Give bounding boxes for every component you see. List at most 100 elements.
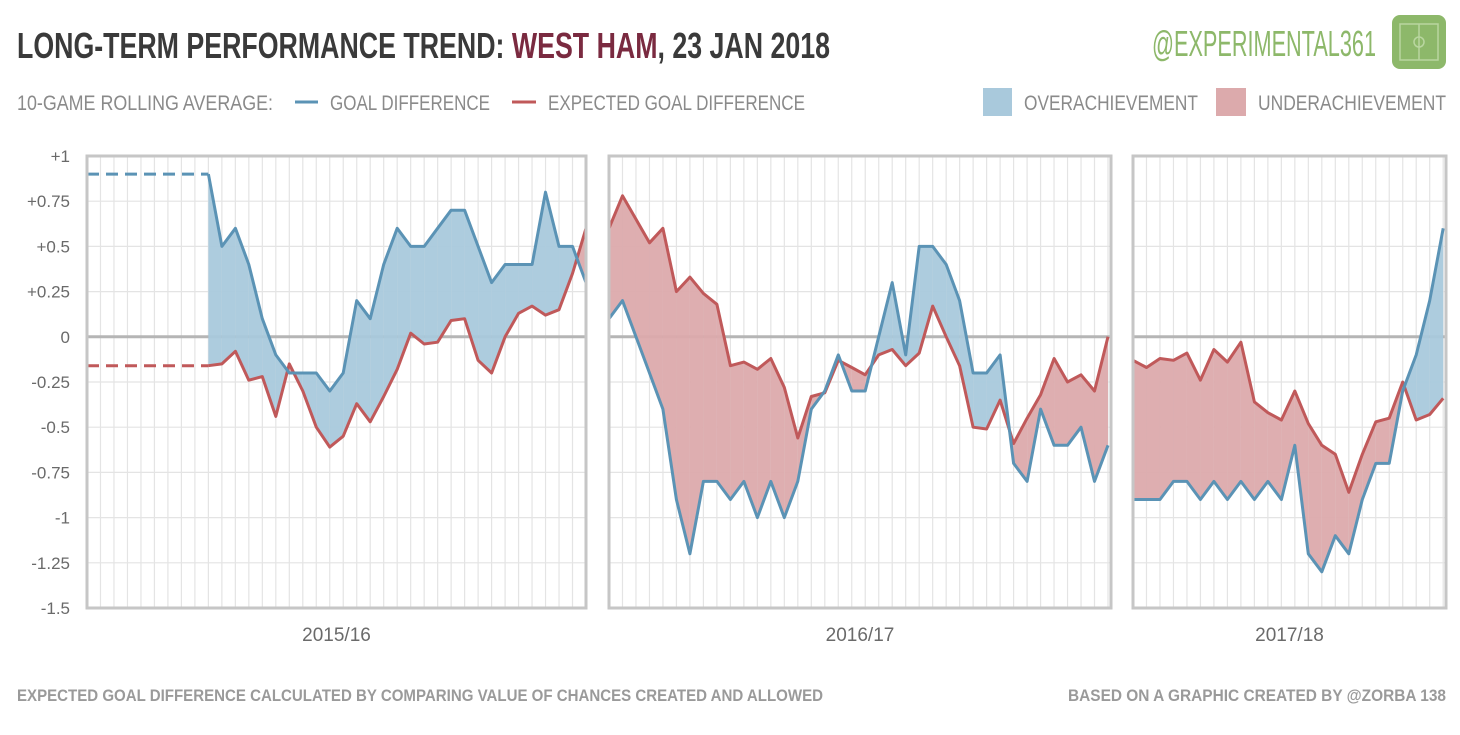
y-tick-label: -1.25 [31, 554, 70, 573]
overachievement-area [545, 192, 560, 316]
underachievement-area [1375, 418, 1390, 464]
underachievement-area [1281, 391, 1295, 500]
underachievement-area [1308, 423, 1322, 572]
y-tick-label: +0.75 [27, 192, 70, 211]
underachievement-area [1348, 454, 1363, 554]
underachievement-area [689, 277, 704, 554]
xgd-line [208, 227, 588, 449]
legend-over-swatch [983, 88, 1012, 116]
y-tick-label: 0 [61, 328, 70, 347]
overachievement-area [464, 210, 479, 361]
underachievement-area [1054, 358, 1068, 446]
underachievement-area [784, 387, 798, 518]
legend-gd-label: GOAL DIFFERENCE [330, 92, 490, 115]
underachievement-area [609, 195, 623, 319]
underachievement-area [635, 219, 650, 373]
season-label: 2017/18 [1255, 625, 1324, 646]
underachievement-area [1200, 349, 1214, 500]
underachievement-area [676, 277, 690, 554]
overachievement-area [235, 228, 249, 381]
overachievement-area [919, 246, 933, 354]
title-date: , 23 JAN 2018 [657, 25, 830, 66]
y-tick-label: -0.75 [31, 463, 70, 482]
y-tick-label: +0.25 [27, 283, 70, 302]
overachievement-area [424, 228, 438, 345]
y-tick-label: +0.5 [36, 237, 70, 256]
panel-frame [1131, 154, 1448, 610]
overachievement-area [437, 210, 452, 343]
footer-credit: BASED ON A GRAPHIC CREATED BY @ZORBA 138 [1068, 686, 1446, 705]
underachievement-area [770, 358, 785, 518]
panel-frame [85, 154, 588, 610]
underachievement-area [1213, 349, 1228, 500]
overachievement-area [959, 300, 974, 428]
xgd-line [607, 194, 1110, 445]
legend-xgd-label: EXPECTED GOAL DIFFERENCE [548, 92, 805, 115]
overachievement-area [973, 372, 987, 430]
panel-frame [607, 154, 1113, 610]
underachievement-area [743, 362, 758, 518]
season-panel: 2017/18 [1131, 154, 1448, 646]
underachievement-area [1362, 421, 1376, 500]
overachievement-area [248, 264, 263, 381]
overachievement-area [221, 228, 236, 364]
title-prefix: LONG-TERM PERFORMANCE TREND: [17, 25, 512, 66]
season-label: 2015/16 [302, 625, 371, 646]
overachievement-area [329, 372, 344, 448]
overachievement-area [478, 246, 492, 373]
team-name: WEST HAM [512, 25, 658, 66]
season-panel: 2015/16 [85, 154, 588, 646]
overachievement-area [1404, 354, 1417, 420]
overachievement-area [410, 246, 425, 345]
gd-line [206, 173, 588, 393]
overachievement-area [383, 228, 398, 397]
underachievement-area [1081, 374, 1095, 482]
overachievement-area [532, 192, 546, 316]
overachievement-area [262, 318, 276, 417]
overachievement-area [316, 372, 330, 448]
overachievement-area [559, 246, 573, 310]
underachievement-area [1159, 358, 1174, 500]
underachievement-area [1321, 445, 1336, 572]
legend-intro: 10-GAME ROLLING AVERAGE: [17, 92, 273, 115]
overachievement-area [1416, 300, 1430, 420]
overachievement-area [946, 264, 960, 366]
underachievement-area [1146, 358, 1160, 500]
underachievement-area [730, 362, 744, 500]
underachievement-area [1267, 412, 1282, 500]
y-tick-label: -0.5 [41, 418, 70, 437]
underachievement-area [1067, 374, 1082, 446]
footer-note: EXPECTED GOAL DIFFERENCE CALCULATED BY C… [17, 686, 823, 705]
season-label: 2016/17 [826, 625, 895, 646]
underachievement-area [1040, 358, 1055, 446]
legend-over-label: OVERACHIEVEMENT [1024, 92, 1198, 115]
y-tick-label: -0.25 [31, 373, 70, 392]
overachievement-area [302, 372, 317, 428]
season-panel: 2016/17 [607, 154, 1113, 646]
overachievement-area [518, 264, 533, 314]
y-tick-label: -1 [55, 509, 70, 528]
underachievement-area [703, 293, 717, 482]
overachievement-area [208, 174, 222, 366]
underachievement-area [757, 358, 771, 518]
underachievement-area [1254, 401, 1268, 500]
overachievement-area [932, 246, 947, 337]
overachievement-area [356, 300, 371, 422]
underachievement-area [1186, 353, 1201, 500]
overachievement-area [1429, 228, 1444, 415]
overachievement-area [397, 228, 411, 370]
gd-line [607, 244, 1110, 556]
underachievement-area [1227, 342, 1241, 500]
twitter-handle[interactable]: @EXPERIMENTAL361 [1152, 23, 1376, 64]
underachievement-area [577, 228, 586, 283]
xgd-line [1132, 340, 1445, 494]
underachievement-area [622, 195, 636, 337]
underachievement-area [1240, 342, 1255, 500]
gd-line [1133, 228, 1445, 574]
underachievement-area [1335, 454, 1349, 554]
y-tick-label: -1.5 [41, 599, 70, 618]
underachievement-area [1133, 360, 1147, 500]
legend-under-swatch [1216, 88, 1246, 116]
overachievement-area [343, 300, 357, 437]
